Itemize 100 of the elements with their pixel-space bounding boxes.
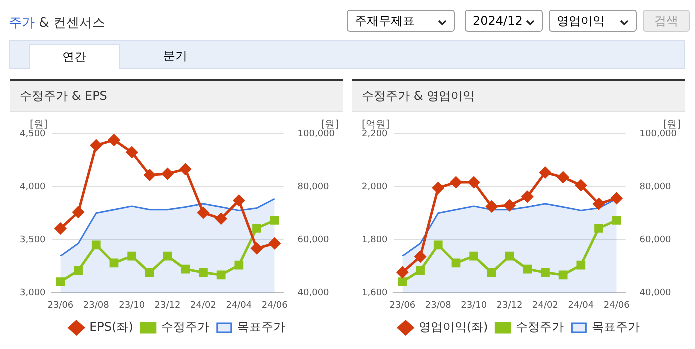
point	[72, 206, 84, 218]
x-tick-label: 23/10	[119, 300, 146, 311]
point	[252, 224, 262, 233]
x-tick-label: 24/02	[190, 300, 216, 311]
point	[522, 191, 534, 203]
chart-title: 수정주가 & EPS	[10, 81, 343, 112]
x-tick-label: 24/04	[568, 300, 594, 311]
point	[145, 268, 154, 278]
point	[144, 170, 156, 182]
point	[416, 266, 425, 276]
point	[523, 264, 532, 274]
x-tick-label: 24/04	[226, 300, 252, 311]
point	[414, 251, 426, 263]
text: 주재무제표	[347, 10, 455, 32]
point	[92, 240, 101, 250]
point	[251, 242, 263, 254]
point	[486, 200, 498, 212]
y-tick-label: 3,000	[20, 288, 46, 299]
y2-tick-label: 100,000	[640, 129, 678, 140]
y2-tick-label: 40,000	[298, 288, 330, 299]
y2-tick-label: 100,000	[298, 129, 336, 140]
point	[128, 252, 137, 261]
point	[180, 164, 192, 176]
legend-label: 수정주가	[161, 320, 210, 334]
y2-axis-title: [원]	[663, 120, 682, 131]
y-tick-label: 4,000	[20, 182, 46, 192]
legend-label: 목표주가	[592, 320, 640, 334]
y2-tick-label: 60,000	[640, 235, 672, 246]
y-axis-title: [원]	[30, 120, 48, 131]
point	[575, 180, 587, 192]
y-tick-label: 1,600	[362, 288, 388, 299]
point	[432, 182, 444, 194]
y2-tick-label: 60,000	[298, 235, 330, 246]
y2-tick-label: 80,000	[298, 182, 330, 192]
legend-label: EPS(좌)	[90, 320, 134, 334]
legend-label: 영업이익(좌)	[418, 320, 488, 334]
point	[54, 223, 66, 235]
point	[163, 252, 172, 261]
point	[216, 213, 228, 225]
x-tick-label: 23/10	[461, 300, 488, 311]
point	[398, 278, 408, 286]
point	[612, 216, 622, 225]
point	[126, 146, 138, 158]
legend-label: 수정주가	[516, 320, 564, 334]
point	[270, 216, 280, 225]
y2-tick-label: 80,000	[640, 182, 672, 192]
point	[576, 260, 586, 270]
text: 영업이익	[549, 10, 637, 32]
point	[90, 140, 102, 152]
point	[450, 176, 462, 188]
point	[216, 270, 226, 280]
point	[434, 240, 443, 250]
point	[110, 258, 119, 268]
point	[593, 198, 605, 210]
point	[505, 252, 514, 261]
x-tick-label: 23/12	[154, 300, 181, 311]
text: 검색	[643, 10, 690, 32]
point	[487, 268, 496, 278]
y2-axis-title: [원]	[321, 120, 340, 131]
point	[199, 268, 208, 278]
point	[470, 252, 479, 261]
x-tick-label: 23/06	[390, 300, 416, 311]
point	[181, 264, 190, 274]
point	[269, 238, 281, 250]
point	[396, 266, 408, 278]
x-tick-label: 23/12	[496, 300, 523, 311]
text: 주가 & 컨센서스	[9, 16, 106, 31]
point	[233, 195, 245, 207]
y-tick-label: 2,200	[362, 129, 388, 140]
x-tick-label: 23/06	[48, 300, 74, 311]
point	[558, 270, 568, 280]
y-tick-label: 1,800	[362, 235, 388, 246]
text: 2024/12	[465, 10, 543, 32]
point	[504, 200, 516, 212]
point	[56, 278, 66, 286]
point	[108, 134, 120, 146]
legend-label: 목표주가	[237, 320, 286, 334]
point	[594, 224, 604, 233]
point	[558, 172, 570, 184]
x-tick-label: 24/06	[604, 300, 630, 311]
point	[198, 207, 210, 219]
y-axis-title: [억원]	[362, 120, 390, 131]
point	[540, 166, 552, 178]
x-tick-label: 24/06	[262, 300, 288, 311]
y2-tick-label: 40,000	[640, 288, 672, 299]
chart-title: 수정주가 & 영업이익	[352, 81, 685, 112]
x-tick-label: 23/08	[83, 300, 110, 311]
text: 연간	[29, 44, 120, 69]
point	[468, 176, 480, 188]
point	[74, 266, 83, 276]
x-tick-label: 23/08	[425, 300, 452, 311]
point	[611, 192, 623, 204]
point	[234, 260, 244, 270]
y-tick-label: 3,500	[20, 235, 46, 246]
y-tick-label: 2,000	[362, 182, 388, 192]
text: 분기	[162, 48, 188, 65]
y-tick-label: 4,500	[20, 129, 46, 140]
point	[162, 168, 174, 180]
point	[541, 268, 550, 278]
point	[452, 258, 461, 268]
